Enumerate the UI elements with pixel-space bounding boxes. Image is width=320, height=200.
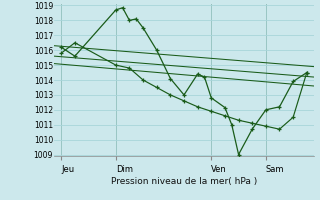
X-axis label: Pression niveau de la mer( hPa ): Pression niveau de la mer( hPa ) bbox=[111, 177, 257, 186]
